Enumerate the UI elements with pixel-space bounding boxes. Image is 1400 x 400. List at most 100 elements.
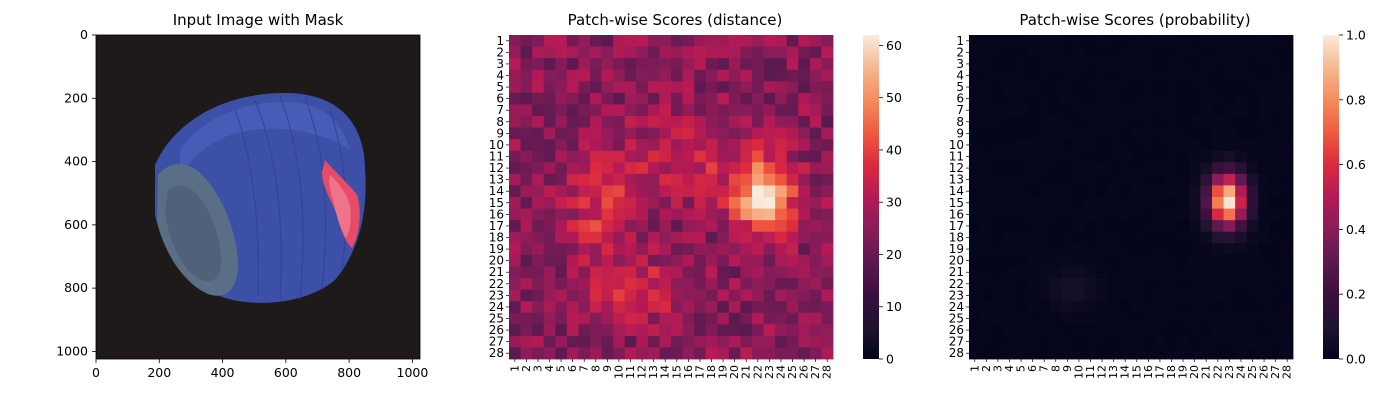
- heatmap-cell: [1119, 324, 1132, 337]
- heatmap-cell: [1165, 104, 1178, 117]
- heatmap-cell: [1026, 92, 1039, 105]
- heatmap-cell: [1200, 312, 1213, 325]
- heatmap-cell: [1003, 185, 1016, 198]
- heatmap-cell: [1050, 185, 1062, 198]
- row-tick-label: 18: [949, 231, 964, 245]
- heatmap-cell: [1131, 289, 1143, 302]
- col-tick-label: 6: [566, 365, 579, 372]
- heatmap-cell: [1188, 278, 1201, 290]
- heatmap-cell: [1050, 46, 1062, 59]
- heatmap-cell: [809, 92, 822, 105]
- heatmap-cell: [1188, 127, 1201, 140]
- col-tick-label: 5: [1015, 365, 1028, 372]
- heatmap-cell: [775, 278, 788, 290]
- heatmap-cell: [705, 243, 718, 256]
- heatmap-cell: [705, 173, 718, 186]
- heatmap-cell: [613, 92, 626, 105]
- heatmap-cell: [1061, 150, 1074, 163]
- heatmap-cell: [520, 289, 533, 302]
- heatmap-cell: [590, 81, 602, 94]
- heatmap-cell: [682, 162, 695, 175]
- heatmap-cell: [601, 162, 614, 175]
- heatmap-cell: [613, 104, 626, 117]
- heatmap-cell: [659, 324, 672, 337]
- heatmap-cell: [566, 104, 579, 117]
- col-tick-label: 26: [798, 365, 811, 379]
- heatmap-cell: [1165, 150, 1178, 163]
- heatmap-cell: [775, 231, 788, 244]
- heatmap-cell: [636, 58, 649, 71]
- heatmap-cell: [636, 324, 649, 337]
- row-tick-label: 12: [949, 161, 964, 175]
- heatmap-cell: [671, 173, 683, 186]
- heatmap-cell: [1119, 312, 1132, 325]
- heatmap-cell: [763, 150, 776, 163]
- heatmap-cell: [694, 173, 707, 186]
- row-tick-label: 25: [489, 312, 504, 326]
- heatmap-cell: [1258, 347, 1271, 360]
- heatmap-cell: [1003, 139, 1016, 152]
- heatmap-cell: [1235, 220, 1248, 233]
- distance-heatmap-title: Patch-wise Scores (distance): [568, 11, 783, 29]
- heatmap-cell: [671, 243, 683, 256]
- heatmap-cell: [740, 162, 753, 175]
- heatmap-cell: [740, 312, 753, 325]
- heatmap-cell: [1142, 220, 1155, 233]
- heatmap-cell: [786, 185, 799, 198]
- heatmap-cell: [1188, 335, 1201, 348]
- heatmap-cell: [728, 35, 741, 47]
- heatmap-cell: [1015, 231, 1028, 244]
- heatmap-cell: [752, 185, 764, 198]
- heatmap-cell: [1200, 185, 1213, 198]
- heatmap-cell: [1119, 69, 1132, 82]
- heatmap-cell: [1096, 35, 1109, 47]
- heatmap-cell: [613, 208, 626, 221]
- heatmap-cell: [555, 220, 568, 233]
- heatmap-cell: [1269, 46, 1282, 59]
- heatmap-cell: [1223, 162, 1236, 175]
- heatmap-cell: [555, 254, 568, 267]
- heatmap-cell: [659, 278, 672, 290]
- heatmap-cell: [775, 92, 788, 105]
- heatmap-cell: [566, 127, 579, 140]
- heatmap-cell: [1188, 208, 1201, 221]
- heatmap-cell: [763, 92, 776, 105]
- heatmap-cell: [578, 35, 591, 47]
- heatmap-cell: [1281, 81, 1294, 94]
- heatmap-cell: [671, 116, 683, 128]
- heatmap-cell: [555, 150, 568, 163]
- heatmap-cell: [1038, 58, 1051, 71]
- heatmap-cell: [1246, 139, 1259, 152]
- heatmap-cell: [1015, 301, 1028, 314]
- heatmap-cell: [659, 46, 672, 59]
- heatmap-cell: [1258, 208, 1271, 221]
- heatmap-cell: [1038, 243, 1051, 256]
- heatmap-cell: [624, 139, 637, 152]
- heatmap-cell: [624, 220, 637, 233]
- heatmap-cell: [1142, 116, 1155, 128]
- heatmap-cell: [1073, 335, 1086, 348]
- heatmap-cell: [520, 208, 533, 221]
- heatmap-cell: [1281, 35, 1294, 47]
- heatmap-cell: [1212, 173, 1224, 186]
- heatmap-cell: [555, 81, 568, 94]
- heatmap-cell: [590, 208, 602, 221]
- col-tick-label: 7: [578, 365, 591, 372]
- heatmap-cell: [1165, 81, 1178, 94]
- heatmap-cell: [980, 220, 993, 233]
- heatmap-cell: [1131, 35, 1143, 47]
- heatmap-cell: [1212, 243, 1224, 256]
- heatmap-cell: [752, 312, 764, 325]
- heatmap-cell: [1258, 324, 1271, 337]
- heatmap-cell: [578, 162, 591, 175]
- heatmap-cell: [671, 324, 683, 337]
- heatmap-cell: [1246, 104, 1259, 117]
- heatmap-cell: [1235, 104, 1248, 117]
- heatmap-cell: [590, 254, 602, 267]
- heatmap-cell: [717, 46, 730, 59]
- heatmap-cell: [1061, 197, 1074, 209]
- heatmap-cell: [694, 139, 707, 152]
- heatmap-cell: [1084, 254, 1097, 267]
- heatmap-cell: [1015, 127, 1028, 140]
- heatmap-cell: [740, 35, 753, 47]
